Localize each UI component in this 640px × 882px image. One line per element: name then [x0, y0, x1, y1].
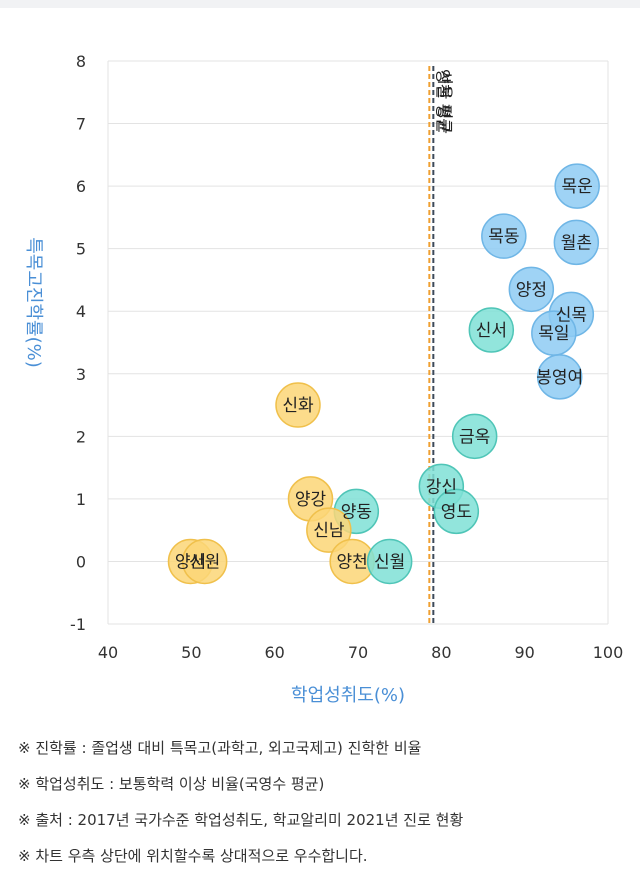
data-label: 금옥	[459, 427, 490, 447]
data-label: 월촌	[561, 233, 592, 253]
data-label: 신서	[476, 321, 507, 341]
y-tick-label: -1	[70, 615, 86, 634]
data-label: 영도	[441, 502, 472, 522]
x-tick-label: 50	[181, 643, 201, 662]
data-point	[481, 213, 527, 259]
x-tick-label: 40	[98, 643, 118, 662]
data-point	[366, 538, 413, 585]
y-tick-label: 5	[76, 240, 86, 259]
data-label: 양정	[516, 280, 547, 300]
y-tick-label: 6	[76, 177, 86, 196]
x-tick-label: 100	[593, 643, 624, 662]
footnote-source: ※ 출처 : 2017년 국가수준 학업성취도, 학교알리미 2021년 진로 …	[18, 811, 464, 829]
data-label: 봉영여	[536, 368, 583, 388]
x-tick-label: 90	[514, 643, 534, 662]
y-tick-label: 2	[76, 427, 86, 446]
y-axis-title: 특목고진학률(%)	[23, 237, 44, 368]
y-tick-label: 1	[76, 490, 86, 509]
data-label: 신월	[374, 552, 405, 572]
data-point	[306, 507, 352, 553]
data-label: 강신	[426, 477, 457, 497]
x-tick-label: 80	[431, 643, 451, 662]
data-label: 신원	[189, 552, 220, 572]
data-label: 신남	[313, 521, 345, 541]
x-tick-label: 60	[264, 643, 284, 662]
data-label: 목동	[488, 227, 519, 247]
axis-labels: 학업성취도(%) 특목고진학률(%)	[23, 237, 405, 706]
axes: -1 0 1 2 3 4 5 6 7 8 40 50 60 70 80 90 100	[70, 52, 623, 662]
data-label: 신화	[282, 396, 314, 416]
x-tick-label: 70	[348, 643, 368, 662]
footnotes: ※ 진학률 : 졸업생 대비 특목고(과학고, 외고국제고) 진학한 비율 ※ …	[18, 738, 628, 882]
data-point	[553, 219, 600, 266]
data-label: 목일	[538, 324, 569, 344]
data-point	[451, 413, 498, 460]
top-bar	[0, 0, 640, 8]
reference-line-label-duplicate: 서울 평균	[435, 70, 454, 134]
data-label: 양강	[295, 490, 327, 510]
x-axis-title: 학업성취도(%)	[291, 685, 405, 706]
data-label: 양동	[341, 502, 372, 522]
y-tick-label: 3	[76, 365, 86, 384]
data-label: 양천	[337, 552, 368, 572]
footnote-interpretation: ※ 차트 우측 상단에 위치할수록 상대적으로 우수합니다.	[18, 847, 368, 865]
footnote-achievement: ※ 학업성취도 : 보통학력 이상 비율(국영수 평균)	[18, 775, 325, 793]
y-tick-label: 0	[76, 552, 86, 571]
reference-line-label: 양천 평균	[433, 69, 452, 133]
data-point	[181, 538, 228, 585]
data-point	[275, 382, 321, 428]
footnote-advancement-rate: ※ 진학률 : 졸업생 대비 특목고(과학고, 외고국제고) 진학한 비율	[18, 739, 422, 757]
data-point	[433, 488, 480, 535]
y-tick-label: 8	[76, 52, 86, 71]
data-label: 신목	[556, 305, 587, 325]
data-point	[554, 163, 600, 209]
data-label: 양서	[175, 552, 206, 572]
data-point	[468, 307, 515, 353]
y-tick-label: 7	[76, 115, 86, 134]
data-label: 목운	[562, 177, 593, 197]
data-point	[536, 354, 583, 400]
y-tick-label: 4	[76, 302, 86, 321]
data-point	[508, 266, 555, 313]
